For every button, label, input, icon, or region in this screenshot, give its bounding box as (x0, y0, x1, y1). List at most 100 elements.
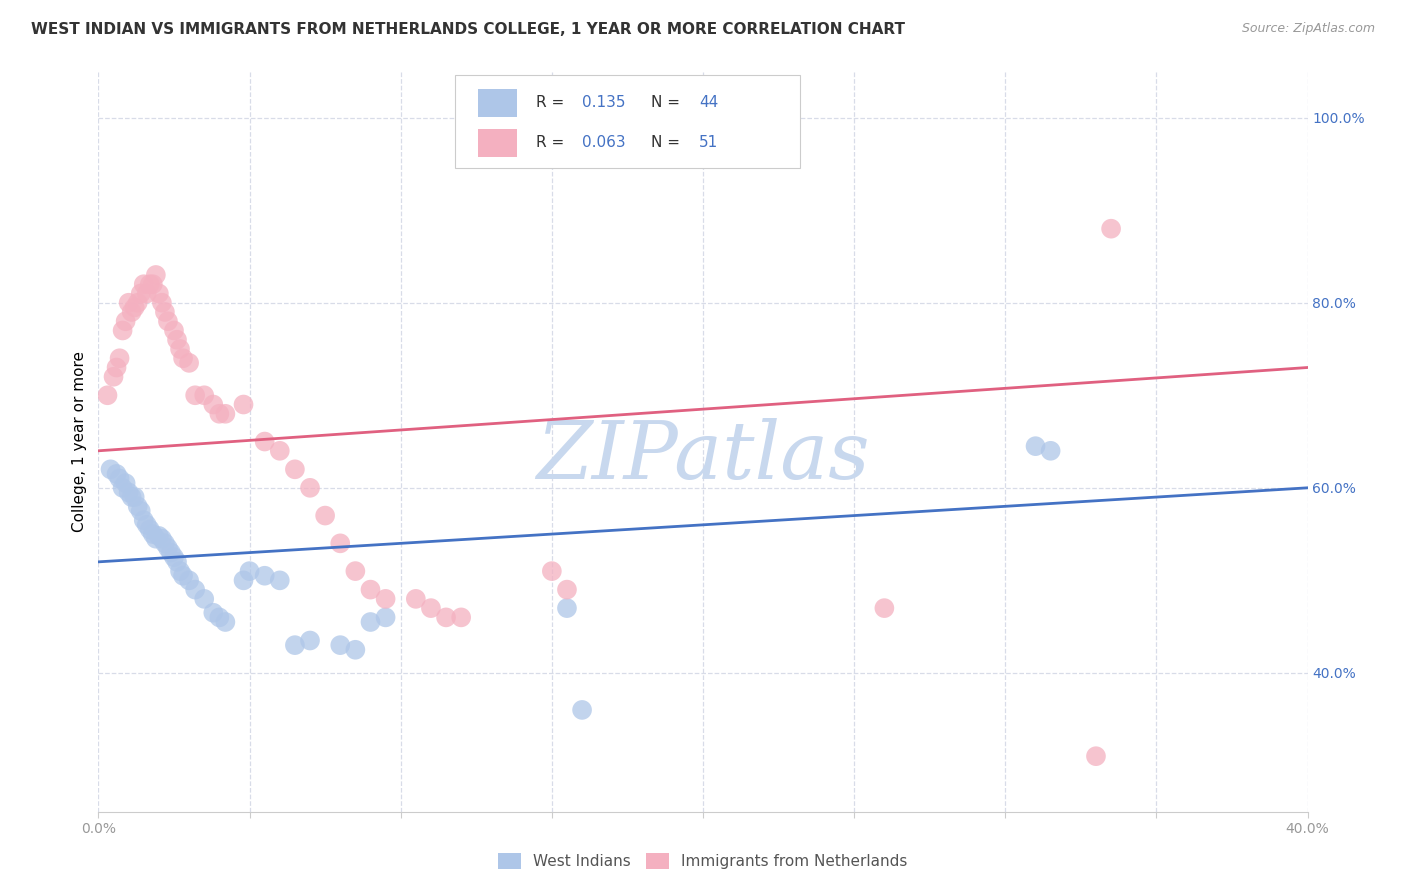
Point (314, 508, 336, 523)
Point (434, 610, 457, 624)
Point (166, 555, 188, 569)
Point (555, 582, 578, 597)
Point (420, 601, 443, 615)
Point (100, 462, 122, 476)
Point (172, 351, 194, 366)
Text: 44: 44 (699, 95, 718, 110)
Point (253, 434, 276, 449)
Point (132, 277, 155, 292)
Point (571, 703, 593, 717)
Point (405, 591, 427, 606)
Point (360, 582, 382, 597)
Point (129, 286, 152, 301)
Point (163, 323, 186, 337)
Point (1099, 221, 1122, 235)
Point (374, 591, 396, 606)
Point (96, 388, 118, 402)
Text: 0.135: 0.135 (582, 95, 626, 110)
Text: 51: 51 (699, 135, 718, 150)
Point (148, 286, 170, 301)
FancyBboxPatch shape (478, 128, 517, 157)
Point (1039, 443, 1062, 458)
Point (103, 369, 125, 384)
Point (202, 606, 225, 620)
Point (232, 574, 254, 588)
Point (114, 476, 136, 491)
Point (108, 472, 131, 486)
Point (208, 610, 231, 624)
Point (208, 407, 231, 421)
Legend: West Indians, Immigrants from Netherlands: West Indians, Immigrants from Netherland… (492, 847, 914, 875)
Text: WEST INDIAN VS IMMIGRANTS FROM NETHERLANDS COLLEGE, 1 YEAR OR MORE CORRELATION C: WEST INDIAN VS IMMIGRANTS FROM NETHERLAN… (31, 22, 905, 37)
Point (145, 532, 167, 546)
Point (202, 398, 225, 412)
Point (284, 638, 307, 652)
Point (540, 564, 562, 578)
Point (1024, 439, 1046, 453)
Y-axis label: College, 1 year or more: College, 1 year or more (72, 351, 87, 532)
Point (299, 481, 322, 495)
Point (214, 615, 236, 629)
Point (179, 574, 201, 588)
Point (193, 591, 215, 606)
Point (150, 295, 173, 310)
Text: Source: ZipAtlas.com: Source: ZipAtlas.com (1241, 22, 1375, 36)
Point (179, 356, 201, 370)
Point (105, 360, 128, 375)
Point (299, 633, 322, 648)
Point (284, 462, 307, 476)
Point (127, 500, 149, 514)
Point (193, 388, 215, 402)
Point (360, 615, 382, 629)
Point (571, 823, 593, 838)
Point (111, 481, 134, 495)
Point (135, 517, 157, 532)
Point (129, 504, 152, 518)
Point (142, 277, 165, 292)
Point (127, 295, 149, 310)
Point (132, 513, 155, 527)
Point (344, 564, 367, 578)
Point (160, 545, 183, 560)
Point (253, 568, 276, 582)
Point (153, 536, 176, 550)
Point (139, 523, 162, 537)
Point (184, 582, 207, 597)
Text: ZIPatlas: ZIPatlas (536, 417, 870, 495)
Point (124, 490, 146, 504)
Point (239, 564, 262, 578)
Text: N =: N = (651, 135, 685, 150)
Point (329, 638, 352, 652)
Point (166, 333, 188, 347)
Point (269, 443, 291, 458)
Text: N =: N = (651, 95, 685, 110)
Point (111, 323, 134, 337)
Point (1085, 749, 1108, 764)
Point (121, 490, 143, 504)
Point (184, 388, 207, 402)
FancyBboxPatch shape (478, 88, 517, 117)
Point (269, 574, 291, 588)
Point (329, 536, 352, 550)
Point (450, 610, 472, 624)
Point (344, 642, 367, 657)
FancyBboxPatch shape (456, 75, 800, 168)
Point (105, 467, 128, 481)
Point (121, 305, 143, 319)
Point (118, 485, 141, 500)
Point (153, 305, 176, 319)
Point (555, 601, 578, 615)
Text: R =: R = (536, 95, 569, 110)
Point (156, 541, 179, 555)
Point (114, 314, 136, 328)
Point (232, 398, 254, 412)
Point (169, 564, 191, 578)
Point (214, 407, 236, 421)
Point (148, 529, 170, 543)
Point (172, 568, 194, 582)
Point (124, 301, 146, 315)
Point (145, 268, 167, 282)
Point (873, 601, 896, 615)
Point (118, 295, 141, 310)
Point (163, 550, 186, 565)
